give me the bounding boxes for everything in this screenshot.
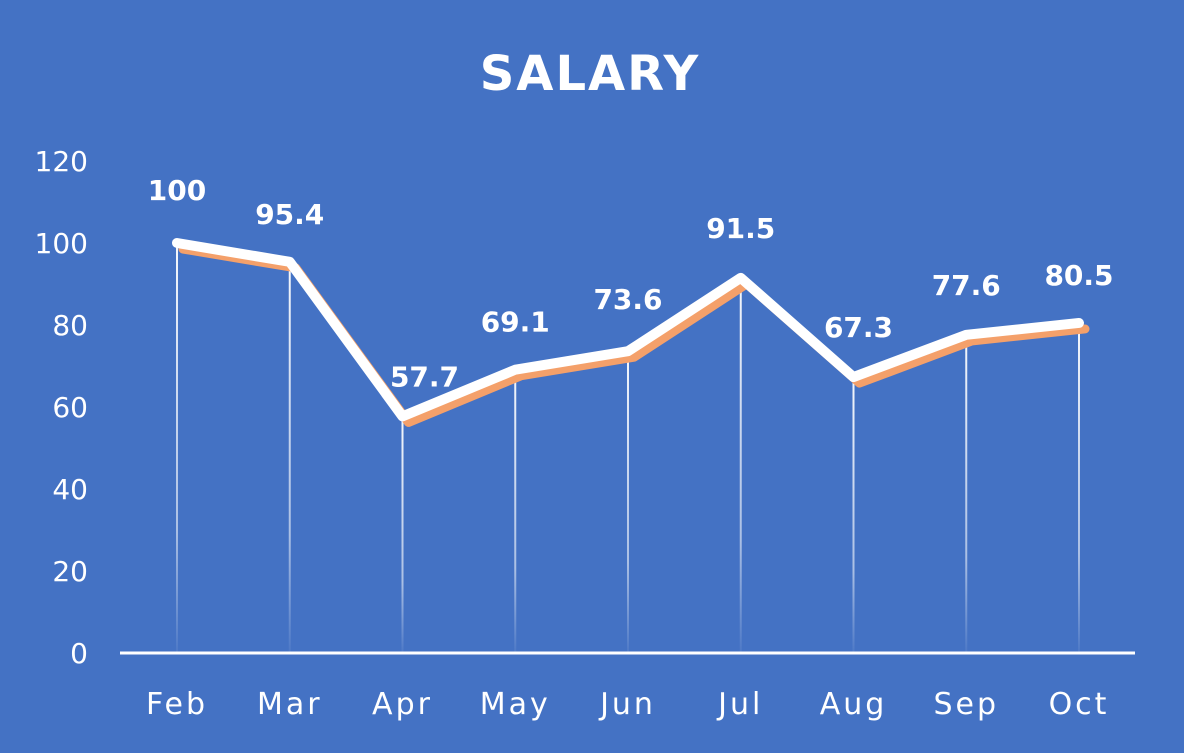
x-tick-label: Jul (716, 687, 763, 722)
data-point (288, 260, 291, 263)
x-tick-label: Mar (257, 687, 323, 722)
y-tick-label: 120 (35, 145, 88, 178)
x-axis-ticks: Feb Mar Apr May Jun Jul Aug Sep Oct (146, 687, 1110, 722)
data-label: 69.1 (481, 306, 550, 339)
data-label: 77.6 (932, 269, 1001, 302)
drop-line (514, 369, 517, 653)
data-label: 95.4 (255, 198, 324, 231)
drop-line (1078, 322, 1080, 653)
y-tick-label: 20 (52, 555, 88, 588)
y-tick-label: 40 (52, 473, 88, 506)
data-label: 67.3 (824, 311, 893, 344)
x-tick-label: Sep (933, 687, 999, 722)
data-point (852, 376, 855, 379)
y-tick-label: 0 (70, 637, 88, 670)
data-label: 91.5 (706, 212, 775, 245)
y-axis-ticks: 0 20 40 60 80 100 120 (35, 145, 88, 670)
x-tick-label: Feb (146, 687, 208, 722)
x-tick-label: Aug (820, 687, 888, 722)
y-tick-label: 80 (52, 309, 88, 342)
data-label: 100 (148, 174, 206, 207)
drop-line (852, 377, 855, 653)
series-group (172, 238, 1090, 427)
y-tick-label: 60 (52, 391, 88, 424)
data-point (514, 368, 517, 371)
data-label: 57.7 (390, 360, 459, 393)
x-tick-label: May (480, 687, 551, 722)
data-point (739, 276, 742, 279)
chart-title: SALARY (480, 46, 701, 102)
data-point (176, 242, 178, 244)
data-point (401, 415, 404, 418)
drop-line (627, 351, 629, 653)
x-tick-label: Apr (372, 687, 433, 722)
data-point (1078, 321, 1080, 324)
data-point (627, 350, 629, 353)
x-tick-label: Jun (598, 687, 656, 722)
x-tick-label: Oct (1049, 687, 1110, 722)
data-label: 73.6 (593, 283, 662, 316)
drop-lines (176, 243, 1080, 653)
data-point (965, 333, 968, 336)
data-label: 80.5 (1044, 259, 1113, 292)
drop-line (965, 334, 968, 653)
drop-line (288, 261, 291, 653)
data-labels: 100 95.4 57.7 69.1 73.6 91.5 67.3 77.6 80.5 (148, 174, 1114, 393)
drop-line (739, 277, 742, 653)
drop-line (401, 416, 404, 653)
y-tick-label: 100 (35, 227, 88, 260)
drop-line (176, 243, 178, 653)
